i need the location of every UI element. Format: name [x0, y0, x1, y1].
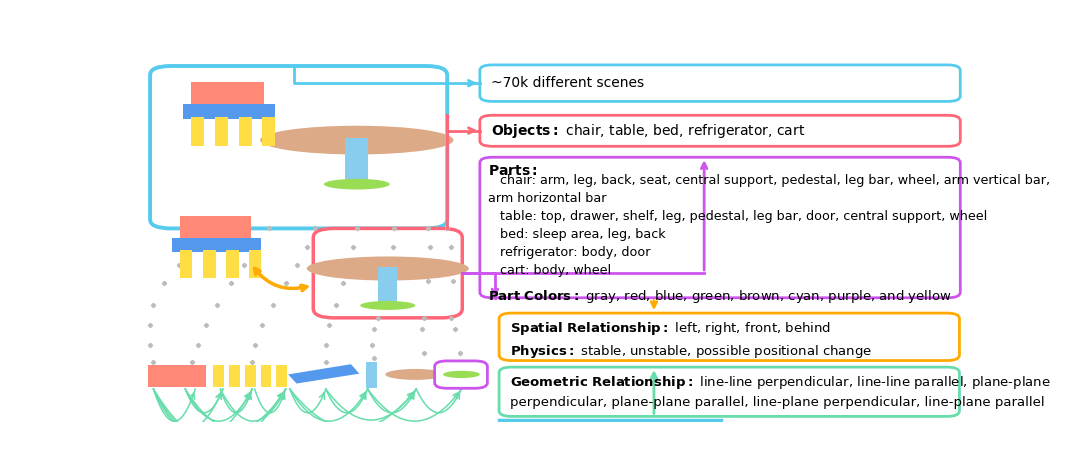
FancyBboxPatch shape — [346, 138, 368, 182]
Ellipse shape — [324, 179, 390, 190]
Ellipse shape — [307, 256, 469, 281]
Text: $\bf{Part\ Colors:}$ gray, red, blue, green, brown, cyan, purple, and yellow: $\bf{Part\ Colors:}$ gray, red, blue, gr… — [488, 288, 951, 305]
Ellipse shape — [443, 371, 480, 378]
FancyBboxPatch shape — [179, 216, 251, 238]
FancyBboxPatch shape — [480, 115, 960, 146]
Text: $\bf{Parts:}$: $\bf{Parts:}$ — [488, 164, 538, 178]
FancyBboxPatch shape — [148, 365, 206, 387]
FancyBboxPatch shape — [248, 250, 261, 278]
FancyBboxPatch shape — [239, 117, 252, 146]
Text: $\bf{Objects:}$ chair, table, bed, refrigerator, cart: $\bf{Objects:}$ chair, table, bed, refri… — [490, 122, 805, 140]
FancyBboxPatch shape — [229, 365, 240, 387]
FancyBboxPatch shape — [260, 365, 271, 387]
FancyBboxPatch shape — [179, 250, 192, 278]
Ellipse shape — [360, 301, 416, 310]
FancyBboxPatch shape — [184, 104, 275, 118]
Text: $\bf{Geometric\ Relationship:}$ line-line perpendicular, line-line parallel, pla: $\bf{Geometric\ Relationship:}$ line-lin… — [510, 374, 1051, 410]
FancyBboxPatch shape — [150, 66, 447, 228]
FancyBboxPatch shape — [213, 365, 224, 387]
FancyBboxPatch shape — [313, 228, 462, 318]
FancyBboxPatch shape — [262, 117, 275, 146]
FancyBboxPatch shape — [191, 82, 265, 104]
FancyBboxPatch shape — [226, 250, 239, 278]
FancyBboxPatch shape — [366, 362, 377, 388]
Text: chair: arm, leg, back, seat, central support, pedestal, leg bar, wheel, arm vert: chair: arm, leg, back, seat, central sup… — [488, 174, 1051, 277]
FancyBboxPatch shape — [480, 157, 960, 298]
FancyBboxPatch shape — [173, 238, 261, 252]
FancyBboxPatch shape — [378, 267, 397, 304]
FancyBboxPatch shape — [245, 365, 256, 387]
FancyBboxPatch shape — [276, 365, 287, 387]
Text: ~70k different scenes: ~70k different scenes — [490, 76, 644, 90]
Ellipse shape — [386, 369, 446, 380]
Ellipse shape — [260, 126, 454, 155]
FancyBboxPatch shape — [499, 367, 959, 416]
FancyBboxPatch shape — [215, 117, 228, 146]
FancyBboxPatch shape — [434, 361, 487, 388]
Polygon shape — [288, 364, 360, 383]
FancyBboxPatch shape — [191, 117, 204, 146]
FancyBboxPatch shape — [203, 250, 216, 278]
Text: $\bf{Spatial\ Relationship:}$ left, right, front, behind
$\bf{Physics:}$ stable,: $\bf{Spatial\ Relationship:}$ left, righ… — [510, 320, 873, 360]
FancyBboxPatch shape — [499, 313, 959, 361]
FancyBboxPatch shape — [480, 65, 960, 101]
